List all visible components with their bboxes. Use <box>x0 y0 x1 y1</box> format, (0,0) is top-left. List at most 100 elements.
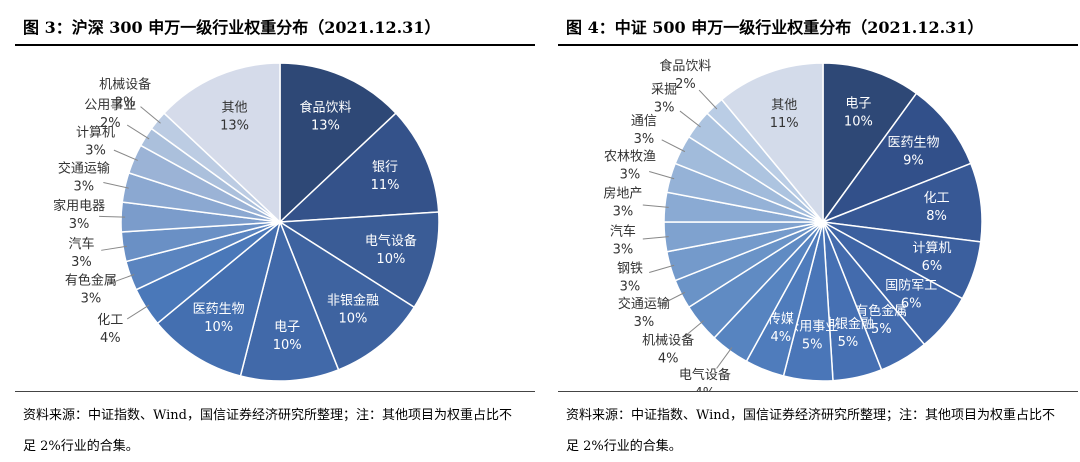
slice-label: 通信 <box>631 114 657 129</box>
value-label: 10% <box>376 252 405 267</box>
slice-label: 医药生物 <box>193 302 245 317</box>
value-label: 3% <box>620 167 641 182</box>
slice-label: 银行 <box>372 160 398 175</box>
slice-label: 电气设备 <box>679 367 731 383</box>
leader-line <box>661 139 686 153</box>
slice-label: 传媒 <box>768 312 794 327</box>
slice-label: 采掘 <box>651 82 677 97</box>
pie-slice <box>277 211 440 309</box>
slice-label: 机械设备 <box>99 76 151 92</box>
value-label: 3% <box>613 242 634 257</box>
leader-line <box>103 182 129 189</box>
value-label: 6% <box>901 296 922 311</box>
value-label: 3% <box>634 132 655 147</box>
leader-line <box>698 89 718 110</box>
source-note: 资料来源：中证指数、Wind，国信证券经济研究所整理；注：其他项目为权重占比不足… <box>566 408 1055 454</box>
value-label: 6% <box>922 259 943 274</box>
pie-slice <box>820 92 972 224</box>
value-label: 3% <box>71 255 92 270</box>
leader-line <box>140 106 161 124</box>
value-label: 4% <box>658 352 679 367</box>
slice-label: 交通运输 <box>58 161 110 177</box>
leader-line <box>649 171 675 180</box>
leader-line <box>113 149 138 161</box>
slice-label: 食品饮料 <box>659 58 711 74</box>
pie-slice <box>163 62 281 224</box>
slice-label: 其他 <box>222 100 248 115</box>
value-label: 2% <box>100 116 121 131</box>
chart-title: 图 3：沪深 300 申万一级行业权重分布（2021.12.31） <box>23 18 441 37</box>
slice-label: 汽车 <box>610 223 636 239</box>
pie-slice <box>279 62 397 224</box>
title-rule <box>558 44 1078 46</box>
value-label: 3% <box>634 315 655 330</box>
panel: 图 4：中证 500 申万一级行业权重分布（2021.12.31） 电子 10% 医… <box>558 0 1078 461</box>
leader-line <box>683 320 704 338</box>
slice-label: 公用事业 <box>786 319 838 334</box>
value-label: 5% <box>838 335 859 350</box>
value-label: 13% <box>311 118 340 133</box>
slice-label: 其他 <box>771 98 797 113</box>
slice-label: 医药生物 <box>887 135 939 150</box>
slice-label: 电子 <box>845 97 871 112</box>
pie-slice <box>239 219 340 382</box>
note-rule <box>558 391 1078 392</box>
chart: 电子10%医药生物9%化工8%计算机6%国防军工6%有色金属5%非银金融5%公用… <box>603 58 983 391</box>
leader-line <box>126 124 150 140</box>
value-label: 2% <box>115 95 136 110</box>
value-label: 4% <box>771 330 792 345</box>
leader-line <box>99 215 126 218</box>
leader-line <box>109 274 135 284</box>
slice-label: 化工 <box>924 191 950 206</box>
value-label: 10% <box>844 115 873 130</box>
value-label: 13% <box>220 118 249 133</box>
slice-label: 农林牧渔 <box>604 149 656 164</box>
leader-line <box>642 236 669 240</box>
value-label: 10% <box>204 320 233 335</box>
value-label: 3% <box>620 280 641 295</box>
value-label: 4% <box>695 386 716 391</box>
value-label: 3% <box>613 205 634 220</box>
pie-slice <box>277 112 440 223</box>
leader-line <box>716 347 733 369</box>
value-label: 10% <box>273 338 302 353</box>
slice-label: 家用电器 <box>53 198 105 214</box>
slice-label: 电子 <box>274 320 300 335</box>
value-label: 5% <box>871 322 892 337</box>
value-label: 10% <box>339 312 368 327</box>
slice-label: 公用事业 <box>84 98 136 113</box>
chart-title: 图 4：中证 500 申万一级行业权重分布（2021.12.31） <box>566 18 984 37</box>
value-label: 9% <box>903 153 924 168</box>
slice-label: 非银金融 <box>822 316 874 332</box>
slice-label: 有色金属 <box>65 273 117 289</box>
slice-label: 计算机 <box>76 126 115 141</box>
slice-label: 食品饮料 <box>299 99 351 115</box>
slice-label: 交通运输 <box>618 296 670 312</box>
slice-label: 汽车 <box>68 236 94 252</box>
value-label: 4% <box>100 331 121 346</box>
leader-line <box>679 110 701 128</box>
slice-label: 有色金属 <box>855 303 907 319</box>
value-label: 3% <box>81 292 102 307</box>
leader-line <box>101 245 127 251</box>
source-note: 资料来源：中证指数、Wind，国信证券经济研究所整理；注：其他项目为权重占比不足… <box>23 408 512 454</box>
chart: 食品饮料 13% 银行 11% 电气设备 10% 非银金融 10% 电子 10% 医药生物 10% 化工… <box>53 62 440 382</box>
leader-line <box>642 204 669 208</box>
slice-label: 钢铁 <box>617 262 643 277</box>
value-label: 3% <box>654 100 675 115</box>
value-label: 8% <box>926 209 947 224</box>
panel: 图 3：沪深 300 申万一级行业权重分布（2021.12.31） 食品饮料 13… <box>15 0 535 461</box>
slice-label: 化工 <box>97 313 123 328</box>
value-label: 11% <box>770 116 799 131</box>
title-rule <box>15 44 535 46</box>
value-label: 2% <box>675 77 696 92</box>
pie-slice <box>720 62 824 225</box>
pie-slice <box>822 62 918 225</box>
slice-label: 非银金融 <box>327 293 379 309</box>
slice-label: 国防军工 <box>885 277 937 293</box>
pie-slice <box>278 220 416 371</box>
value-label: 3% <box>74 180 95 195</box>
slice-label: 房地产 <box>603 186 642 202</box>
leader-line <box>661 291 686 305</box>
